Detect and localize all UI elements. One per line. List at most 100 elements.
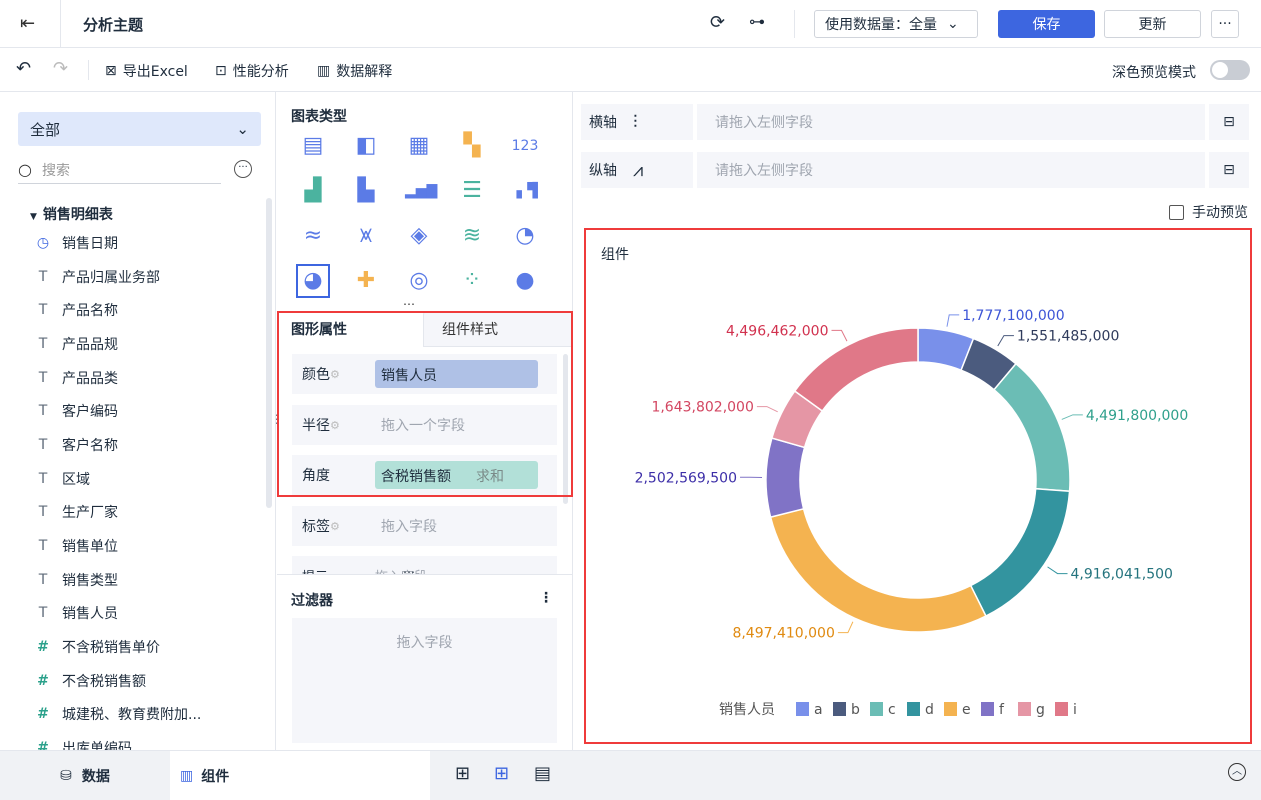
waterfall-icon[interactable]: ▗▝▌: [511, 183, 544, 199]
filter-more-icon[interactable]: ⋮: [539, 590, 553, 606]
gear-icon[interactable]: ⚙: [330, 519, 340, 533]
y-axis-drop-zone[interactable]: 请拖入左侧字段: [697, 152, 1205, 188]
save-button[interactable]: 保存: [998, 10, 1095, 38]
angle-field-pill[interactable]: 含税销售额 求和: [375, 461, 538, 489]
legend-swatch-i[interactable]: [1055, 702, 1068, 716]
stacked-bar-icon[interactable]: ▙: [357, 178, 375, 203]
field-item[interactable]: # 出库单编码: [0, 731, 266, 750]
scatter-icon[interactable]: ⁘: [462, 268, 482, 293]
y-axis-icon[interactable]: ⩘: [633, 159, 644, 181]
field-item[interactable]: # 不含税销售单价: [0, 630, 266, 664]
radar-icon[interactable]: ◈: [410, 223, 428, 248]
lineage-icon[interactable]: ⊶: [749, 12, 765, 31]
x-axis-icon[interactable]: ⫶: [633, 111, 638, 133]
aggregation-label[interactable]: 求和: [476, 469, 504, 485]
field-item[interactable]: T 客户编码: [0, 394, 266, 428]
line-icon[interactable]: ≈: [303, 223, 323, 248]
slice-d[interactable]: [969, 487, 1071, 617]
slice-i[interactable]: [793, 327, 919, 412]
legend-swatch-g[interactable]: [1018, 702, 1031, 716]
field-item[interactable]: # 城建税、教育费附加...: [0, 698, 266, 732]
pie-icon[interactable]: ◕: [296, 264, 330, 298]
slice-c[interactable]: [992, 362, 1071, 493]
field-item[interactable]: T 产品品类: [0, 361, 266, 395]
field-item[interactable]: T 产品归属业务部: [0, 260, 266, 294]
resize-handle[interactable]: ⋯: [403, 297, 415, 311]
y-axis-settings-icon[interactable]: ⊟: [1209, 152, 1249, 188]
more-options-icon[interactable]: ···: [234, 160, 252, 178]
multi-line-icon[interactable]: ⩙: [359, 223, 373, 248]
more-button[interactable]: ···: [1211, 10, 1239, 38]
filter-drop-zone[interactable]: 拖入字段: [292, 618, 557, 743]
update-button[interactable]: 更新: [1104, 10, 1201, 38]
field-item[interactable]: T 销售单位: [0, 529, 266, 563]
field-item[interactable]: T 生产厂家: [0, 496, 266, 530]
gauge-icon[interactable]: ◔: [515, 223, 535, 248]
table-tree-node[interactable]: ▼ 销售明细表: [30, 204, 113, 224]
add-dashboard-icon[interactable]: ⊞: [494, 763, 510, 784]
x-axis-drop-zone[interactable]: 请拖入左侧字段: [697, 104, 1205, 140]
legend-swatch-f[interactable]: [981, 702, 994, 716]
tab-data[interactable]: ⛁ 数据: [0, 751, 170, 800]
slice-f[interactable]: [765, 437, 806, 519]
legend-swatch-b[interactable]: [833, 702, 846, 716]
legend-label[interactable]: f: [999, 702, 1005, 718]
grouped-bar-icon[interactable]: ▟: [304, 178, 322, 203]
field-item[interactable]: ◷ 销售日期: [0, 226, 266, 260]
manual-preview-checkbox[interactable]: 手动预览: [1169, 202, 1248, 222]
area-icon[interactable]: ≋: [462, 223, 482, 248]
legend-label[interactable]: i: [1073, 702, 1077, 718]
data-explain-button[interactable]: ▥ 数据解释: [317, 61, 392, 81]
field-item[interactable]: T 产品名称: [0, 293, 266, 327]
donut-icon[interactable]: ◎: [409, 268, 429, 293]
field-item[interactable]: T 销售人员: [0, 597, 266, 631]
add-report-icon[interactable]: ▤: [534, 763, 552, 784]
add-component-icon[interactable]: ⊞: [455, 763, 471, 784]
legend-swatch-d[interactable]: [907, 702, 920, 716]
label-drop-zone[interactable]: 拖入字段: [381, 519, 437, 535]
scrollbar[interactable]: [266, 198, 272, 508]
resize-handle[interactable]: ⋯: [403, 565, 415, 579]
detail-table-icon[interactable]: ▦: [408, 133, 430, 158]
slice-e[interactable]: [769, 507, 987, 633]
kpi-block-icon[interactable]: ▚: [463, 133, 481, 158]
x-axis-settings-icon[interactable]: ⊟: [1209, 104, 1249, 140]
legend-swatch-a[interactable]: [796, 702, 809, 716]
color-field-pill[interactable]: 销售人员: [375, 360, 538, 388]
cross-table-icon[interactable]: ◧: [355, 133, 377, 158]
undo-icon[interactable]: ↶: [16, 58, 32, 79]
legend-label[interactable]: b: [851, 702, 860, 718]
legend-label[interactable]: d: [925, 702, 934, 718]
collapse-up-icon[interactable]: ︿: [1228, 763, 1246, 781]
scrollbar[interactable]: [563, 354, 568, 504]
exit-icon[interactable]: ⇤: [20, 13, 36, 34]
export-excel-button[interactable]: ⊠ 导出Excel: [105, 61, 188, 81]
redo-icon[interactable]: ↷: [53, 58, 69, 79]
legend-label[interactable]: c: [888, 702, 896, 718]
gear-icon[interactable]: ⚙: [330, 418, 340, 432]
dark-preview-toggle[interactable]: [1210, 60, 1250, 80]
radius-drop-zone[interactable]: 拖入一个字段: [381, 418, 465, 434]
field-item[interactable]: T 客户名称: [0, 428, 266, 462]
legend-label[interactable]: e: [962, 702, 971, 718]
bubble-icon[interactable]: ●: [515, 268, 535, 293]
data-amount-select[interactable]: 使用数据量：全量 ⌄: [814, 10, 978, 38]
performance-button[interactable]: ⊡ 性能分析: [215, 61, 289, 81]
field-item[interactable]: # 不含税销售额: [0, 664, 266, 698]
legend-label[interactable]: a: [814, 702, 823, 718]
field-item[interactable]: T 产品品规: [0, 327, 266, 361]
rose-pie-icon[interactable]: ✚: [356, 268, 376, 293]
field-item[interactable]: T 销售类型: [0, 563, 266, 597]
horizontal-bar-icon[interactable]: ☰: [462, 178, 482, 203]
tab-graphic-properties[interactable]: 图形属性: [291, 322, 347, 338]
legend-swatch-e[interactable]: [944, 702, 957, 716]
gear-icon[interactable]: ⚙: [330, 367, 340, 381]
legend-swatch-c[interactable]: [870, 702, 883, 716]
multi-bar-icon[interactable]: ▂▅▇: [405, 183, 438, 199]
tooltip-drop-zone[interactable]: 拖入字段: [375, 566, 427, 574]
table-icon[interactable]: ▤: [302, 133, 324, 158]
table-select[interactable]: 全部 ⌄: [18, 112, 261, 146]
number-icon[interactable]: 123: [511, 138, 539, 154]
legend-label[interactable]: g: [1036, 702, 1045, 718]
field-item[interactable]: T 区域: [0, 462, 266, 496]
